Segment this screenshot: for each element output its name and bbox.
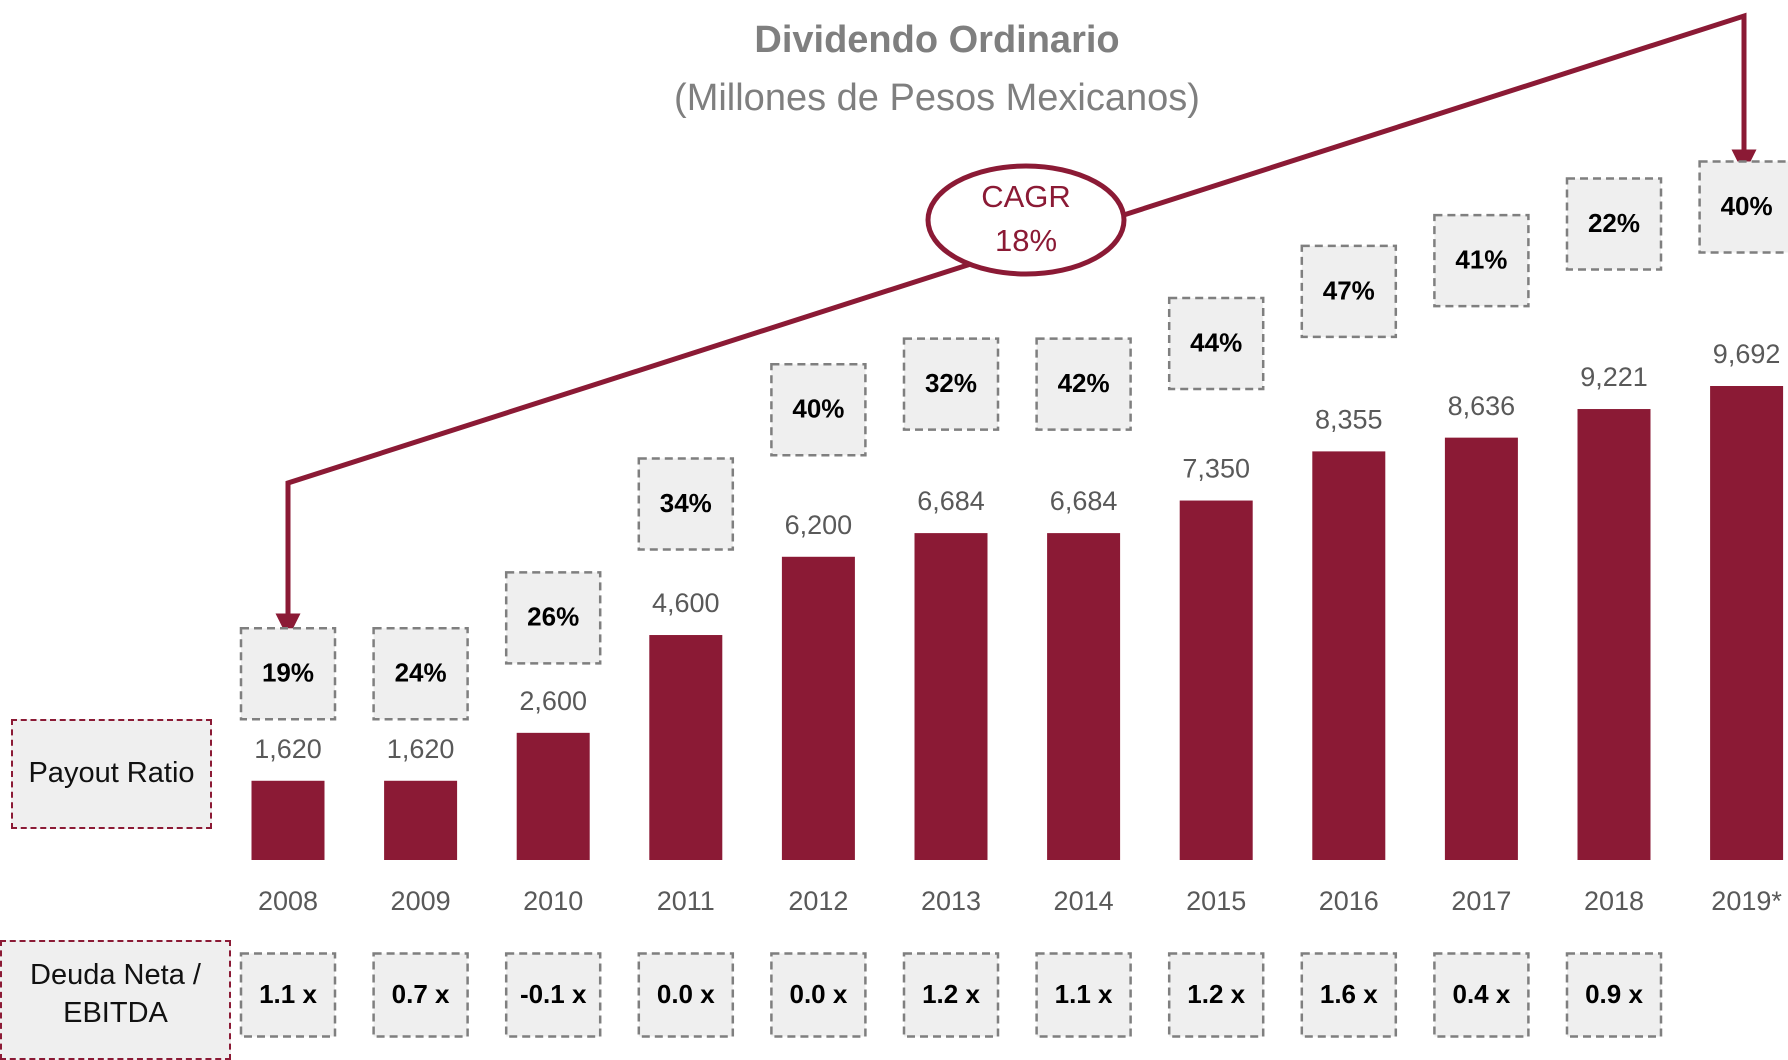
bar xyxy=(516,732,590,860)
payout-box-label: 42% xyxy=(1058,368,1110,398)
debt-box-label: 0.4 x xyxy=(1452,979,1510,1009)
bar xyxy=(649,635,723,860)
chart-subtitle: (Millones de Pesos Mexicanos) xyxy=(674,77,1200,119)
cagr-value: 18% xyxy=(995,223,1057,258)
value-label: 6,684 xyxy=(917,486,985,516)
bar xyxy=(1047,533,1121,860)
value-label: 6,200 xyxy=(785,510,853,540)
cagr-ellipse xyxy=(925,163,1127,277)
debt-box-label: 0.0 x xyxy=(789,979,847,1009)
debt-label: Deuda Neta / EBITDA xyxy=(0,940,231,1060)
debt-box-label: -0.1 x xyxy=(520,979,587,1009)
debt-box xyxy=(239,952,337,1038)
bar xyxy=(1179,500,1253,860)
x-tick-label: 2010 xyxy=(523,886,583,916)
payout-box xyxy=(770,363,867,457)
debt-box xyxy=(637,952,735,1038)
debt-box xyxy=(1300,952,1398,1038)
payout-box xyxy=(239,627,337,721)
debt-box xyxy=(1565,952,1663,1038)
debt-box xyxy=(1167,952,1265,1038)
x-tick-label: 2019* xyxy=(1711,886,1782,916)
x-tick-label: 2011 xyxy=(657,886,715,916)
bar xyxy=(1312,451,1386,860)
debt-box-label: 1.1 x xyxy=(259,979,317,1009)
bar xyxy=(781,556,855,860)
payout-box xyxy=(1035,337,1132,431)
value-label: 7,350 xyxy=(1182,454,1250,484)
x-tick-label: 2017 xyxy=(1451,886,1511,916)
debt-box-label: 0.9 x xyxy=(1585,979,1643,1009)
bar xyxy=(1444,437,1518,860)
bar xyxy=(914,533,988,860)
debt-box-label: 0.0 x xyxy=(657,979,715,1009)
payout-box-label: 26% xyxy=(527,602,579,632)
value-label: 8,636 xyxy=(1448,391,1516,421)
value-label: 4,600 xyxy=(652,588,720,618)
debt-box xyxy=(372,952,469,1038)
payout-box xyxy=(504,571,602,665)
payout-box-label: 34% xyxy=(660,488,712,518)
payout-box-label: 24% xyxy=(395,658,447,688)
cagr-label: CAGR xyxy=(981,179,1071,214)
x-tick-label: 2018 xyxy=(1584,886,1644,916)
value-label: 9,692 xyxy=(1713,339,1781,369)
debt-box xyxy=(1433,952,1530,1038)
payout-box xyxy=(637,457,735,551)
payout-box-label: 32% xyxy=(925,368,977,398)
payout-box xyxy=(372,627,469,721)
payout-box-label: 40% xyxy=(1721,191,1773,221)
value-label: 6,684 xyxy=(1050,486,1118,516)
debt-box xyxy=(1035,952,1132,1038)
bar xyxy=(251,780,325,860)
debt-box-label: 0.7 x xyxy=(392,979,450,1009)
payout-box xyxy=(1167,296,1265,391)
value-label: 2,600 xyxy=(519,686,587,716)
value-label: 9,221 xyxy=(1580,362,1648,392)
payout-label: Payout Ratio xyxy=(11,719,212,829)
debt-box-label: 1.1 x xyxy=(1055,979,1113,1009)
debt-box-label: 1.2 x xyxy=(922,979,980,1009)
payout-box xyxy=(1300,244,1398,339)
payout-box-label: 44% xyxy=(1190,327,1242,357)
x-tick-label: 2013 xyxy=(921,886,981,916)
payout-box-label: 40% xyxy=(792,394,844,424)
bar xyxy=(1577,409,1651,860)
debt-box xyxy=(770,952,867,1038)
payout-box xyxy=(1698,160,1788,254)
debt-box-label: 1.2 x xyxy=(1187,979,1245,1009)
payout-box xyxy=(902,337,1000,431)
payout-box-label: 19% xyxy=(262,658,314,688)
bar xyxy=(1710,386,1784,860)
x-tick-label: 2016 xyxy=(1319,886,1379,916)
x-tick-label: 2015 xyxy=(1186,886,1246,916)
payout-box-label: 47% xyxy=(1323,275,1375,305)
payout-box xyxy=(1565,177,1663,271)
value-label: 8,355 xyxy=(1315,405,1383,435)
value-label: 1,620 xyxy=(387,734,455,764)
payout-box-label: 22% xyxy=(1588,208,1640,238)
x-tick-label: 2014 xyxy=(1054,886,1114,916)
payout-box-label: 41% xyxy=(1455,245,1507,275)
debt-box-label: 1.6 x xyxy=(1320,979,1378,1009)
chart-title: Dividendo Ordinario xyxy=(754,19,1119,61)
debt-box xyxy=(504,952,602,1038)
x-tick-label: 2012 xyxy=(788,886,848,916)
payout-box xyxy=(1433,213,1530,308)
bar xyxy=(384,780,458,860)
debt-box xyxy=(902,952,1000,1038)
x-tick-label: 2009 xyxy=(391,886,451,916)
x-tick-label: 2008 xyxy=(258,886,318,916)
value-label: 1,620 xyxy=(254,734,322,764)
